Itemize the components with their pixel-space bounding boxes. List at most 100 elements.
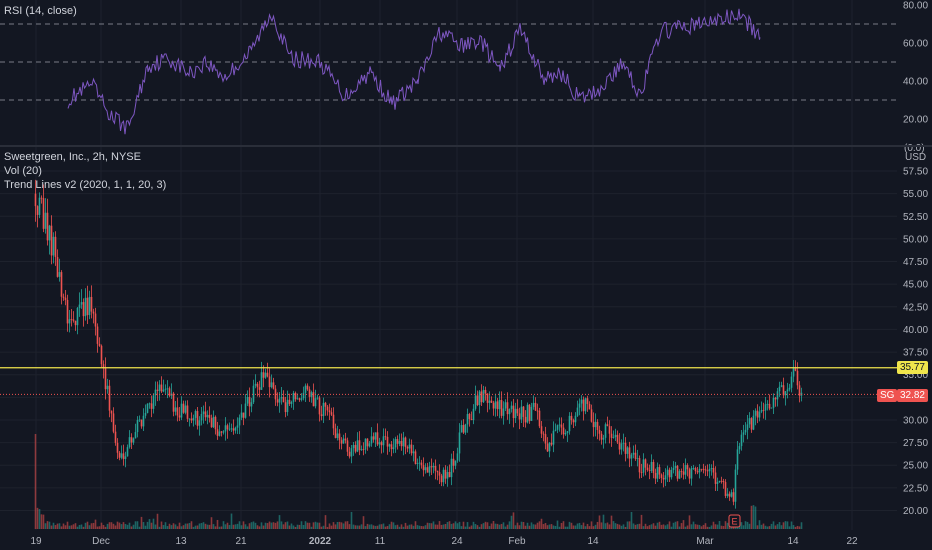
volume-bar xyxy=(598,515,601,529)
candle-body xyxy=(778,386,781,392)
volume-bar xyxy=(182,525,185,529)
candle-body xyxy=(100,345,103,365)
volume-bar xyxy=(462,521,465,529)
candle-body xyxy=(740,434,743,447)
earnings-marker[interactable]: E xyxy=(728,514,741,528)
volume-bar xyxy=(630,511,633,529)
volume-bar xyxy=(796,525,799,529)
time-tick-label: 2022 xyxy=(309,536,332,547)
volume-bar xyxy=(100,522,103,529)
candle-body xyxy=(758,411,761,418)
candle-body xyxy=(628,447,631,459)
symbol-tag: SG xyxy=(877,389,898,402)
volume-bar xyxy=(632,523,635,529)
candle-body xyxy=(600,433,603,440)
candle-body xyxy=(684,465,687,475)
volume-bar xyxy=(276,521,279,529)
candle-body xyxy=(742,432,745,435)
candle-body xyxy=(784,391,787,396)
volume-bar xyxy=(234,524,237,529)
time-tick-label: 24 xyxy=(451,536,463,547)
candle-body xyxy=(432,465,435,468)
candle-body xyxy=(518,413,521,420)
candle-body xyxy=(108,385,111,411)
candle-body xyxy=(178,415,181,418)
candle-body xyxy=(252,385,255,403)
candle-body xyxy=(588,403,591,410)
candle-body xyxy=(752,415,755,430)
candle-body xyxy=(176,407,179,416)
candle-body xyxy=(378,442,381,445)
volume-bar xyxy=(470,525,473,529)
volume-bar xyxy=(38,509,41,529)
volume-bar xyxy=(76,526,79,529)
rsi-legend[interactable]: RSI (14, close) xyxy=(4,5,77,17)
volume-bar xyxy=(494,523,497,529)
volume-bar xyxy=(274,522,277,529)
volume-bar xyxy=(500,523,503,529)
volume-bar xyxy=(358,525,361,529)
volume-bar xyxy=(96,526,99,529)
candle-body xyxy=(734,469,737,502)
volume-bar xyxy=(336,522,339,529)
volume-bar xyxy=(636,524,639,529)
volume-bar xyxy=(60,526,63,529)
candle-body xyxy=(180,403,183,418)
candle-body xyxy=(398,441,401,444)
candle-body xyxy=(434,465,437,471)
volume-legend[interactable]: Vol (20) xyxy=(4,165,42,177)
candle-body xyxy=(206,414,209,418)
volume-bar xyxy=(202,522,205,529)
candle-body xyxy=(250,402,253,407)
volume-bar xyxy=(488,526,491,529)
volume-bar xyxy=(696,524,699,529)
candle-body xyxy=(140,419,143,427)
volume-bar xyxy=(466,522,469,529)
volume-bar xyxy=(416,525,419,529)
candle-body xyxy=(554,429,557,431)
volume-bar xyxy=(474,524,477,529)
volume-bar xyxy=(668,521,671,529)
volume-bar xyxy=(102,524,105,529)
candle-body xyxy=(522,406,525,417)
volume-bar xyxy=(324,515,327,529)
volume-bar xyxy=(248,523,251,529)
volume-bar xyxy=(764,525,767,529)
volume-bar xyxy=(346,521,349,529)
candle-body xyxy=(510,405,513,409)
symbol-legend[interactable]: Sweetgreen, Inc., 2h, NYSE xyxy=(4,151,141,163)
volume-bar xyxy=(92,522,95,529)
candle-body xyxy=(154,389,157,396)
candle-body xyxy=(780,385,783,387)
volume-bar xyxy=(256,525,259,529)
volume-bar xyxy=(670,526,673,529)
volume-bar xyxy=(780,525,783,529)
candle-body xyxy=(228,428,231,430)
volume-bar xyxy=(714,524,717,529)
candle-body xyxy=(410,444,413,454)
volume-bar xyxy=(794,526,797,529)
volume-bar xyxy=(350,511,353,529)
volume-bar xyxy=(408,524,411,529)
price-tick-label: 40.00 xyxy=(903,325,928,336)
volume-bar xyxy=(108,522,111,529)
volume-bar xyxy=(294,526,297,529)
last-price-tag: 32.82 xyxy=(896,389,928,402)
volume-bar xyxy=(78,524,81,529)
candle-body xyxy=(298,398,301,400)
volume-bar xyxy=(698,524,701,529)
candle-body xyxy=(572,420,575,423)
candle-body xyxy=(348,451,351,457)
volume-bar xyxy=(600,522,603,529)
candle-body xyxy=(458,432,461,454)
volume-bar xyxy=(178,522,181,529)
candle-body xyxy=(606,424,609,427)
candle-body xyxy=(216,429,219,436)
candle-body xyxy=(64,297,67,300)
candle-body xyxy=(384,436,387,438)
candle-body xyxy=(610,433,613,438)
volume-bar xyxy=(396,524,399,529)
volume-bar xyxy=(34,434,37,529)
trendlines-legend[interactable]: Trend Lines v2 (2020, 1, 1, 20, 3) xyxy=(4,179,167,191)
candle-body xyxy=(590,409,593,422)
